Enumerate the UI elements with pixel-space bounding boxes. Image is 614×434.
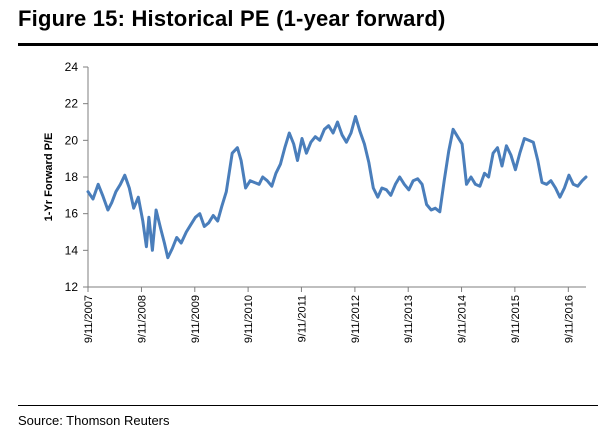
x-tick-labels: 9/11/2007 9/11/2008 9/11/2009 9/11/2010 9/11… bbox=[83, 295, 575, 343]
y-tick-label: 18 bbox=[65, 170, 79, 184]
x-tick-label: 9/11/2007 bbox=[83, 295, 95, 343]
x-tick-label: 9/11/2009 bbox=[190, 295, 202, 343]
x-tick-label: 9/11/2016 bbox=[563, 295, 575, 343]
x-tick-label: 9/11/2013 bbox=[403, 295, 415, 343]
series-line-pe bbox=[86, 115, 588, 260]
source-rule bbox=[18, 405, 598, 406]
x-tick-label: 9/11/2015 bbox=[510, 295, 522, 343]
y-tick-label: 12 bbox=[65, 280, 79, 294]
source-note: Source: Thomson Reuters bbox=[18, 413, 170, 428]
chart-axes bbox=[83, 66, 586, 292]
x-tick-label: 9/11/2012 bbox=[350, 295, 362, 343]
y-axis-label: 1-Yr Forward P/E bbox=[43, 133, 55, 222]
y-tick-label: 16 bbox=[65, 207, 79, 221]
y-tick-label: 24 bbox=[65, 60, 79, 74]
y-tick-label: 14 bbox=[65, 243, 79, 257]
y-tick-label: 22 bbox=[65, 97, 79, 111]
x-tick-label: 9/11/2014 bbox=[457, 295, 469, 343]
x-tick-label: 9/11/2010 bbox=[243, 295, 255, 343]
y-tick-labels: 12 14 16 18 20 22 24 bbox=[65, 60, 79, 294]
title-rule bbox=[18, 43, 598, 46]
figure-title: Figure 15: Historical PE (1-year forward… bbox=[18, 6, 446, 31]
x-tick-label: 9/11/2008 bbox=[136, 295, 148, 343]
x-tick-label: 9/11/2011 bbox=[296, 295, 308, 342]
y-tick-label: 20 bbox=[65, 133, 79, 147]
